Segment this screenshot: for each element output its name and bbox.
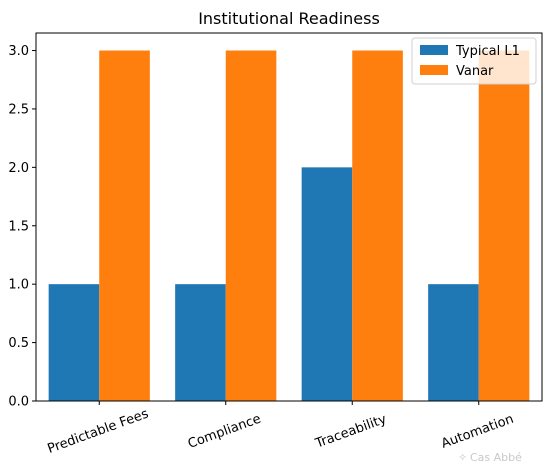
bar-vanar-3 [478,50,530,402]
bar-typical-l1-1 [175,284,226,401]
y-tick-label: 1.0 [8,278,29,293]
legend-label-vanar: Vanar [456,64,494,79]
y-tick-label: 3.0 [8,44,29,59]
bar-typical-l1-2 [301,167,353,401]
y-tick-label: 0.5 [8,336,29,351]
legend-swatch-vanar [420,65,448,75]
legend-swatch-typical-l1 [420,45,448,55]
x-tick-label: Predictable Fees [46,406,151,457]
bar-typical-l1-3 [428,284,479,401]
bar-typical-l1-0 [48,284,100,401]
bar-vanar-0 [99,50,150,402]
watermark: ✧ Cas Abbé [458,451,522,464]
y-tick-label: 2.5 [8,102,29,117]
y-tick-label: 0.0 [8,395,29,410]
bar-vanar-1 [225,50,277,402]
axes-frame [35,32,543,402]
x-tick-label: Compliance [186,412,263,452]
legend-label-typical-l1: Typical L1 [455,44,520,59]
plot-area: 0.0 0.5 1.0 1.5 2.0 2.5 3.0 Predictable Fees Com… [8,32,543,457]
bar-vanar-2 [352,50,403,402]
legend: Typical L1 Vanar [411,37,537,85]
chart-title: Institutional Readiness [198,9,380,28]
y-tick-label: 1.5 [8,219,29,234]
x-tick-label: Traceability [313,412,389,452]
watermark-text: Cas Abbé [470,451,522,464]
sparkle-icon: ✧ [458,451,467,464]
x-tick-label: Automation [439,412,515,452]
y-tick-label: 2.0 [8,161,29,176]
